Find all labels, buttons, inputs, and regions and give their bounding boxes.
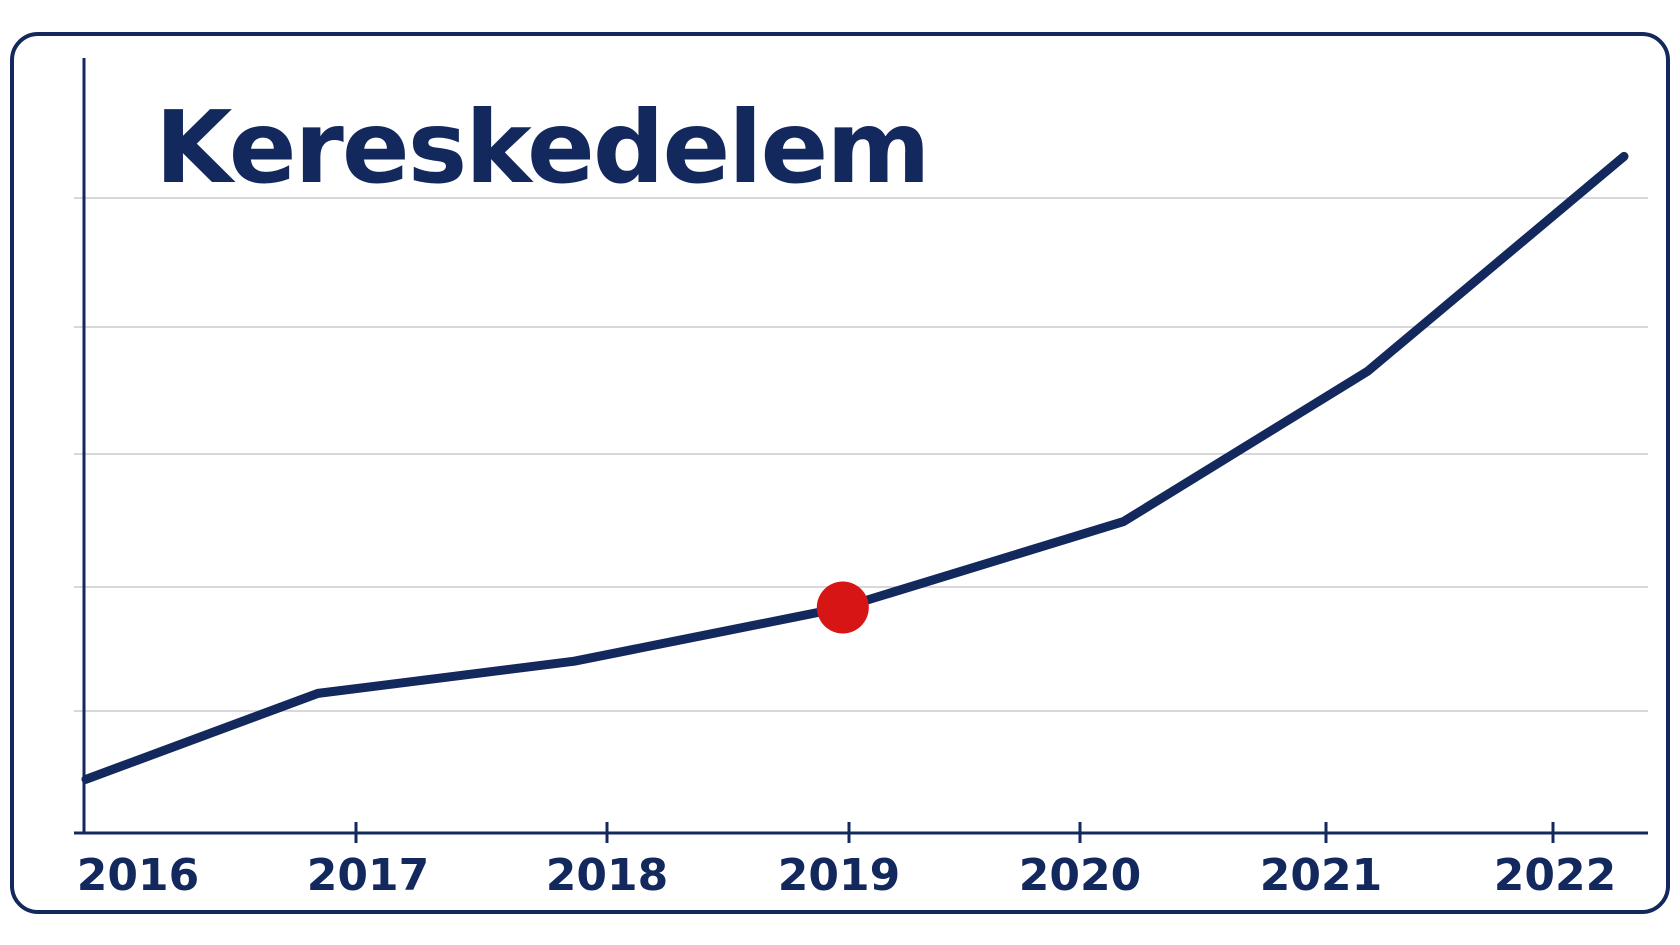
x-tick-label-2020: 2020 — [1019, 850, 1141, 901]
chart-title: Kereskedelem — [155, 89, 929, 206]
marker-layer — [816, 581, 869, 634]
x-tick-label-2022: 2022 — [1494, 850, 1616, 901]
chart-frame — [10, 32, 1670, 914]
x-tick-labels: 2016 2017 2018 2019 2020 2021 2022 — [77, 850, 1616, 901]
x-tick-label-2021: 2021 — [1260, 850, 1382, 901]
x-tick-label-2017: 2017 — [307, 850, 429, 901]
x-tick-label-2018: 2018 — [546, 850, 668, 901]
x-ticks — [354, 822, 1555, 843]
gridlines — [74, 197, 1648, 712]
x-tick-label-2019: 2019 — [778, 850, 900, 901]
x-tick-label-2016: 2016 — [77, 850, 199, 901]
highlight-point — [816, 581, 869, 634]
